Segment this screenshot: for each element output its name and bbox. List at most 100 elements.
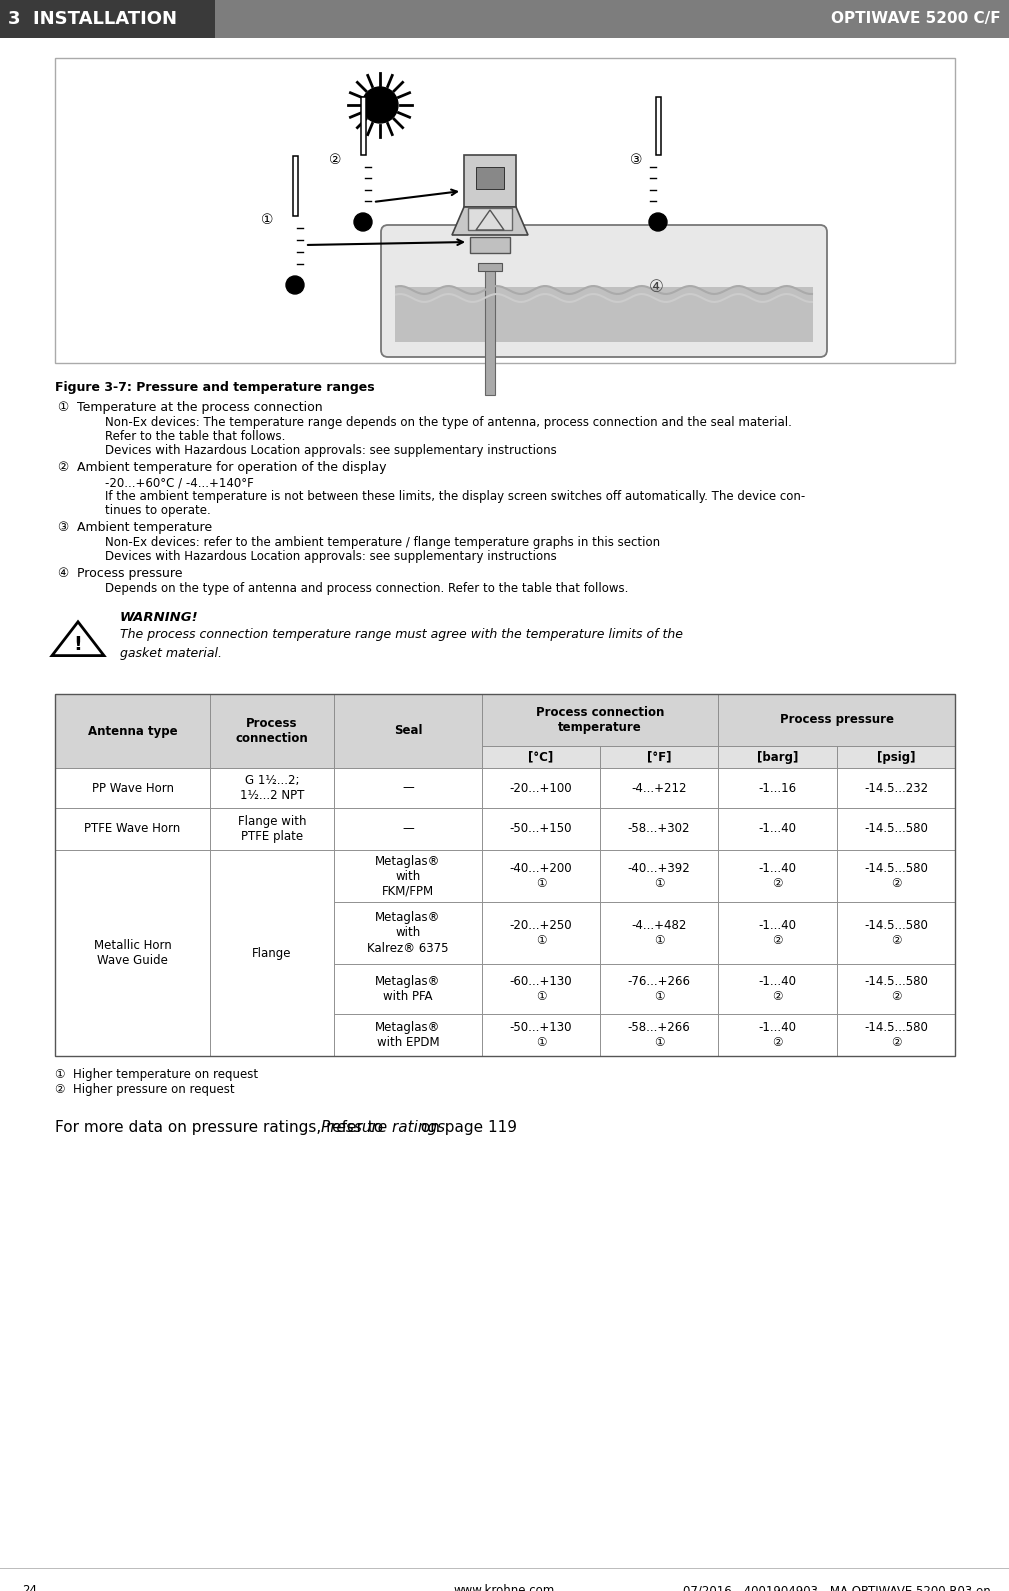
Text: ①: ① xyxy=(57,401,69,414)
Text: G 1½...2;
1½...2 NPT: G 1½...2; 1½...2 NPT xyxy=(240,773,304,802)
Circle shape xyxy=(649,213,667,231)
Text: Metaglas®
with EPDM: Metaglas® with EPDM xyxy=(375,1021,441,1048)
Circle shape xyxy=(286,275,304,294)
Text: Ambient temperature: Ambient temperature xyxy=(77,520,212,535)
Bar xyxy=(334,1013,482,1056)
Text: WARNING!: WARNING! xyxy=(120,611,199,624)
Circle shape xyxy=(362,88,398,123)
Text: -4...+212: -4...+212 xyxy=(632,781,687,794)
Text: For more data on pressure ratings, refer to: For more data on pressure ratings, refer… xyxy=(55,1120,388,1134)
Text: -60...+130
①: -60...+130 ① xyxy=(510,975,572,1002)
Bar xyxy=(482,768,600,808)
Bar xyxy=(600,808,718,850)
Bar xyxy=(210,850,334,1056)
Text: Ambient temperature for operation of the display: Ambient temperature for operation of the… xyxy=(77,461,386,474)
Text: Flange: Flange xyxy=(252,947,292,959)
Text: Depends on the type of antenna and process connection. Refer to the table that f: Depends on the type of antenna and proce… xyxy=(105,582,629,595)
Text: ①  Higher temperature on request: ① Higher temperature on request xyxy=(55,1068,258,1080)
Text: ③: ③ xyxy=(630,153,643,167)
FancyBboxPatch shape xyxy=(381,224,827,356)
Text: Metallic Horn
Wave Guide: Metallic Horn Wave Guide xyxy=(94,939,172,967)
Bar xyxy=(215,0,1009,38)
Text: Process connection
temperature: Process connection temperature xyxy=(536,706,664,733)
Bar xyxy=(476,167,504,189)
Bar xyxy=(482,746,600,768)
Text: -76...+266
①: -76...+266 ① xyxy=(628,975,690,1002)
Text: www.krohne.com: www.krohne.com xyxy=(454,1585,555,1591)
Bar xyxy=(334,850,482,902)
Bar xyxy=(718,808,837,850)
Text: -14.5...580
②: -14.5...580 ② xyxy=(864,975,928,1002)
Bar xyxy=(718,694,955,746)
Text: ②: ② xyxy=(329,153,341,167)
Text: -14.5...580
②: -14.5...580 ② xyxy=(864,920,928,947)
Text: Pressure ratings: Pressure ratings xyxy=(321,1120,445,1134)
Text: ④: ④ xyxy=(57,566,69,581)
Bar xyxy=(334,768,482,808)
Bar xyxy=(395,286,813,342)
Text: ③: ③ xyxy=(57,520,69,535)
Text: -50...+130
①: -50...+130 ① xyxy=(510,1021,572,1048)
Bar xyxy=(482,694,718,746)
Text: Seal: Seal xyxy=(394,724,422,738)
Text: ②  Higher pressure on request: ② Higher pressure on request xyxy=(55,1083,235,1096)
Text: The process connection temperature range must agree with the temperature limits : The process connection temperature range… xyxy=(120,628,683,660)
Text: -1...40
②: -1...40 ② xyxy=(759,862,796,889)
Bar xyxy=(600,768,718,808)
Bar xyxy=(334,902,482,964)
Text: !: ! xyxy=(74,635,83,654)
Bar xyxy=(334,964,482,1013)
Bar xyxy=(482,902,600,964)
Text: —: — xyxy=(403,781,414,794)
Bar xyxy=(718,768,837,808)
Text: Temperature at the process connection: Temperature at the process connection xyxy=(77,401,323,414)
Text: [°F]: [°F] xyxy=(647,751,671,764)
Bar xyxy=(464,154,516,207)
Bar xyxy=(837,1013,955,1056)
Bar xyxy=(837,746,955,768)
Bar xyxy=(361,97,366,154)
Bar xyxy=(837,850,955,902)
Circle shape xyxy=(354,213,372,231)
Text: -20...+60°C / -4...+140°F: -20...+60°C / -4...+140°F xyxy=(105,476,253,488)
Text: ②: ② xyxy=(57,461,69,474)
Bar xyxy=(718,850,837,902)
Text: -14.5...580: -14.5...580 xyxy=(864,823,928,835)
Text: Process
connection: Process connection xyxy=(236,718,309,745)
Bar xyxy=(470,237,510,253)
Bar xyxy=(718,902,837,964)
Text: on page 119: on page 119 xyxy=(416,1120,517,1134)
Bar xyxy=(55,850,210,1056)
Text: -58...+302: -58...+302 xyxy=(628,823,690,835)
Bar xyxy=(55,808,210,850)
Text: OPTIWAVE 5200 C/F: OPTIWAVE 5200 C/F xyxy=(831,11,1001,27)
Text: PTFE Wave Horn: PTFE Wave Horn xyxy=(85,823,181,835)
Text: [barg]: [barg] xyxy=(757,751,798,764)
Text: Non-Ex devices: refer to the ambient temperature / flange temperature graphs in : Non-Ex devices: refer to the ambient tem… xyxy=(105,536,660,549)
Text: Metaglas®
with PFA: Metaglas® with PFA xyxy=(375,975,441,1002)
Polygon shape xyxy=(452,207,528,235)
Text: Antenna type: Antenna type xyxy=(88,724,178,738)
Bar xyxy=(837,902,955,964)
Bar xyxy=(482,1013,600,1056)
Text: Figure 3-7: Pressure and temperature ranges: Figure 3-7: Pressure and temperature ran… xyxy=(55,380,374,395)
Text: -1...40
②: -1...40 ② xyxy=(759,920,796,947)
Text: Devices with Hazardous Location approvals: see supplementary instructions: Devices with Hazardous Location approval… xyxy=(105,550,557,563)
Bar xyxy=(55,694,955,1056)
Bar xyxy=(478,263,502,270)
Bar xyxy=(55,694,210,768)
Text: -1...40: -1...40 xyxy=(759,823,796,835)
Text: 3  INSTALLATION: 3 INSTALLATION xyxy=(8,10,177,29)
Bar xyxy=(718,964,837,1013)
Text: Refer to the table that follows.: Refer to the table that follows. xyxy=(105,430,286,442)
Bar xyxy=(600,1013,718,1056)
Bar xyxy=(210,808,334,850)
Text: -40...+200
①: -40...+200 ① xyxy=(510,862,572,889)
Text: -1...40
②: -1...40 ② xyxy=(759,975,796,1002)
Text: -40...+392
①: -40...+392 ① xyxy=(628,862,690,889)
Text: -58...+266
①: -58...+266 ① xyxy=(628,1021,690,1048)
Bar xyxy=(482,850,600,902)
Text: -50...+150: -50...+150 xyxy=(510,823,572,835)
Bar xyxy=(600,902,718,964)
Text: -14.5...580
②: -14.5...580 ② xyxy=(864,1021,928,1048)
